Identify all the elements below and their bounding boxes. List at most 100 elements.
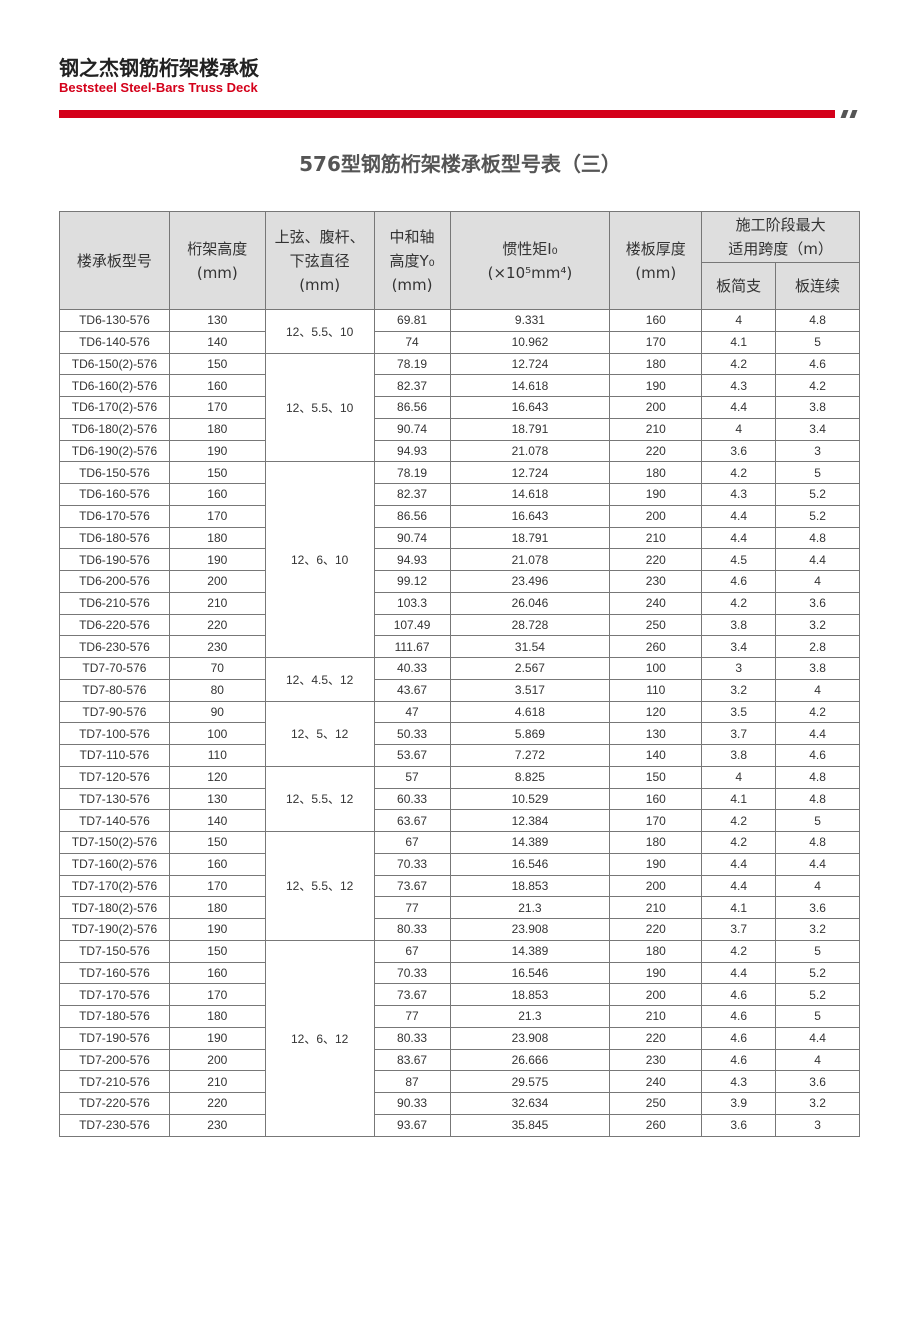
cell-neutral-axis: 94.93 <box>373 439 451 463</box>
cell-truss-height: 140 <box>168 809 266 832</box>
cell-slab-thickness: 200 <box>609 504 703 528</box>
cell-span-simple: 4.6 <box>701 983 777 1006</box>
cell-span-continuous: 5.2 <box>775 504 860 528</box>
cell-truss-height: 180 <box>168 1005 266 1028</box>
cell-truss-height: 150 <box>168 461 266 484</box>
cell-span-continuous: 5.2 <box>775 961 860 985</box>
cell-span-simple: 3.7 <box>701 722 777 745</box>
table-row: TD6-160(2)-576 160 82.37 14.618 190 4.3 4.2 <box>59 374 860 397</box>
cell-span-simple: 4.4 <box>701 874 777 898</box>
cell-model: TD7-190(2)-576 <box>59 918 170 941</box>
cell-inertia: 12.384 <box>449 809 611 832</box>
cell-neutral-axis: 77 <box>373 896 451 919</box>
cell-span-simple: 3.4 <box>701 635 777 658</box>
cell-span-continuous: 3.2 <box>775 918 860 941</box>
cell-diameter: 12、6、12 <box>264 939 375 1137</box>
cell-span-continuous: 2.8 <box>775 635 860 658</box>
cell-inertia: 16.643 <box>449 396 611 419</box>
cell-span-continuous: 3.8 <box>775 657 860 680</box>
cell-span-continuous: 4.8 <box>775 787 860 811</box>
cell-diameter: 12、6、10 <box>264 461 375 658</box>
cell-slab-thickness: 160 <box>609 309 703 332</box>
cell-diameter: 12、5.5、12 <box>264 831 375 941</box>
cell-slab-thickness: 200 <box>609 396 703 419</box>
cell-neutral-axis: 43.67 <box>373 678 451 702</box>
col-header-inertia: 惯性矩I₀ (×10⁵mm⁴) <box>449 211 611 310</box>
cell-inertia: 32.634 <box>449 1092 611 1115</box>
cell-neutral-axis: 90.74 <box>373 526 451 550</box>
cell-neutral-axis: 74 <box>373 330 451 354</box>
table-row: TD6-180(2)-576 180 90.74 18.791 210 4 3.4 <box>59 417 860 441</box>
table-row: TD6-190(2)-576 190 94.93 21.078 220 3.6 3 <box>59 439 860 463</box>
col-header-slab-thickness: 楼板厚度 (mm) <box>609 211 703 310</box>
cell-truss-height: 190 <box>168 439 266 463</box>
cell-slab-thickness: 240 <box>609 1070 703 1093</box>
cell-neutral-axis: 47 <box>373 700 451 724</box>
cell-slab-thickness: 130 <box>609 722 703 745</box>
cell-inertia: 23.908 <box>449 1026 611 1050</box>
cell-model: TD7-180-576 <box>59 1005 170 1028</box>
cell-span-continuous: 4.4 <box>775 1026 860 1050</box>
cell-model: TD6-170-576 <box>59 504 170 528</box>
cell-inertia: 16.546 <box>449 852 611 876</box>
cell-model: TD6-190-576 <box>59 548 170 571</box>
cell-truss-height: 210 <box>168 591 266 615</box>
cell-slab-thickness: 100 <box>609 657 703 680</box>
cell-span-simple: 4.1 <box>701 896 777 919</box>
col-header-continuous: 板连续 <box>775 262 860 310</box>
cell-span-simple: 4.4 <box>701 961 777 985</box>
cell-span-simple: 4.3 <box>701 483 777 506</box>
table-row: TD7-90-576 90 12、5、12 47 4.618 120 3.5 4.2 <box>59 700 860 767</box>
table-row: TD6-130-576 130 12、5.5、10 69.81 9.331 160 4 4.8 <box>59 309 860 354</box>
cell-neutral-axis: 103.3 <box>373 591 451 615</box>
cell-span-continuous: 5 <box>775 809 860 832</box>
table-row: TD7-130-576 130 60.33 10.529 160 4.1 4.8 <box>59 787 860 811</box>
cell-truss-height: 160 <box>168 374 266 397</box>
col-header-max-span: 施工阶段最大 适用跨度（m） <box>701 211 860 263</box>
cell-inertia: 23.908 <box>449 918 611 941</box>
header-red-bar <box>59 110 835 118</box>
cell-inertia: 21.3 <box>449 896 611 919</box>
cell-inertia: 12.724 <box>449 461 611 484</box>
cell-neutral-axis: 73.67 <box>373 983 451 1006</box>
table-row: TD7-200-576 200 83.67 26.666 230 4.6 4 <box>59 1048 860 1072</box>
cell-neutral-axis: 82.37 <box>373 483 451 506</box>
cell-span-continuous: 4.6 <box>775 352 860 376</box>
cell-span-continuous: 4.8 <box>775 765 860 789</box>
cell-inertia: 31.54 <box>449 635 611 658</box>
cell-neutral-axis: 107.49 <box>373 613 451 637</box>
cell-truss-height: 220 <box>168 613 266 637</box>
table-row: TD6-140-576 140 74 10.962 170 4.1 5 <box>59 330 860 354</box>
cell-model: TD7-70-576 <box>59 657 170 680</box>
cell-truss-height: 190 <box>168 548 266 571</box>
cell-span-simple: 4.1 <box>701 787 777 811</box>
cell-span-simple: 4.4 <box>701 852 777 876</box>
cell-slab-thickness: 230 <box>609 1048 703 1072</box>
cell-truss-height: 200 <box>168 1048 266 1072</box>
cell-span-continuous: 4.2 <box>775 374 860 397</box>
cell-slab-thickness: 190 <box>609 852 703 876</box>
cell-model: TD6-190(2)-576 <box>59 439 170 463</box>
cell-inertia: 26.666 <box>449 1048 611 1072</box>
table-row: TD7-150(2)-576 150 12、5.5、12 67 14.389 180 4.2… <box>59 831 860 941</box>
table-row: TD6-150-576 150 12、6、10 78.19 12.724 180 4.2 5 <box>59 461 860 658</box>
cell-model: TD7-200-576 <box>59 1048 170 1072</box>
cell-span-simple: 4 <box>701 765 777 789</box>
table-row: TD7-140-576 140 63.67 12.384 170 4.2 5 <box>59 809 860 832</box>
cell-span-continuous: 3.6 <box>775 591 860 615</box>
cell-model: TD7-180(2)-576 <box>59 896 170 919</box>
cell-span-simple: 4.6 <box>701 570 777 593</box>
table-row: TD7-170(2)-576 170 73.67 18.853 200 4.4 4 <box>59 874 860 898</box>
cell-neutral-axis: 63.67 <box>373 809 451 832</box>
cell-truss-height: 180 <box>168 417 266 441</box>
cell-span-simple: 3.5 <box>701 700 777 724</box>
cell-inertia: 14.618 <box>449 374 611 397</box>
cell-model: TD7-140-576 <box>59 809 170 832</box>
cell-slab-thickness: 190 <box>609 374 703 397</box>
cell-neutral-axis: 86.56 <box>373 396 451 419</box>
cell-truss-height: 190 <box>168 1026 266 1050</box>
cell-inertia: 5.869 <box>449 722 611 745</box>
cell-inertia: 21.078 <box>449 439 611 463</box>
cell-inertia: 18.791 <box>449 526 611 550</box>
cell-neutral-axis: 67 <box>373 939 451 963</box>
